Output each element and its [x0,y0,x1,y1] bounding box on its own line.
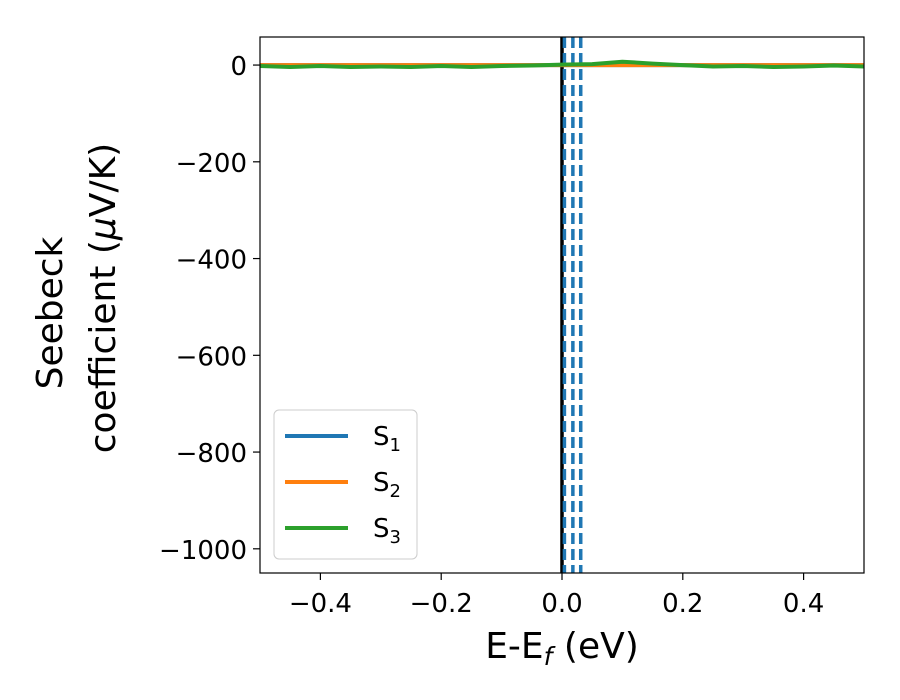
y-tick-label: −400 [176,246,247,276]
legend-box [273,409,418,560]
y-axis-label: Seebeck coefficient (μV/K) [30,143,124,453]
y-tick-label: −800 [176,439,247,469]
x-tick-label: 0.0 [541,589,582,619]
legend-label-s3: S3 [373,514,401,548]
x-tick-label: 0.4 [783,589,824,619]
legend-label-s1: S1 [373,422,401,456]
x-tick-label: −0.4 [289,589,352,619]
legend-label-s2: S2 [373,468,401,502]
x-tick-label: 0.2 [662,589,703,619]
legend: S1 S2 S3 [273,409,418,560]
x-tick-label: −0.2 [410,589,473,619]
y-tick-label: −200 [176,149,247,179]
y-axis-label-line2: coefficient (μV/K) [83,143,124,453]
y-tick-label: −600 [176,342,247,372]
y-tick-label: −1000 [159,536,247,566]
series-line-s3 [260,59,864,69]
x-axis-label: E-Ef (eV) [485,626,639,671]
y-axis-label-line1: Seebeck [30,236,71,389]
y-tick-label: 0 [230,52,247,82]
